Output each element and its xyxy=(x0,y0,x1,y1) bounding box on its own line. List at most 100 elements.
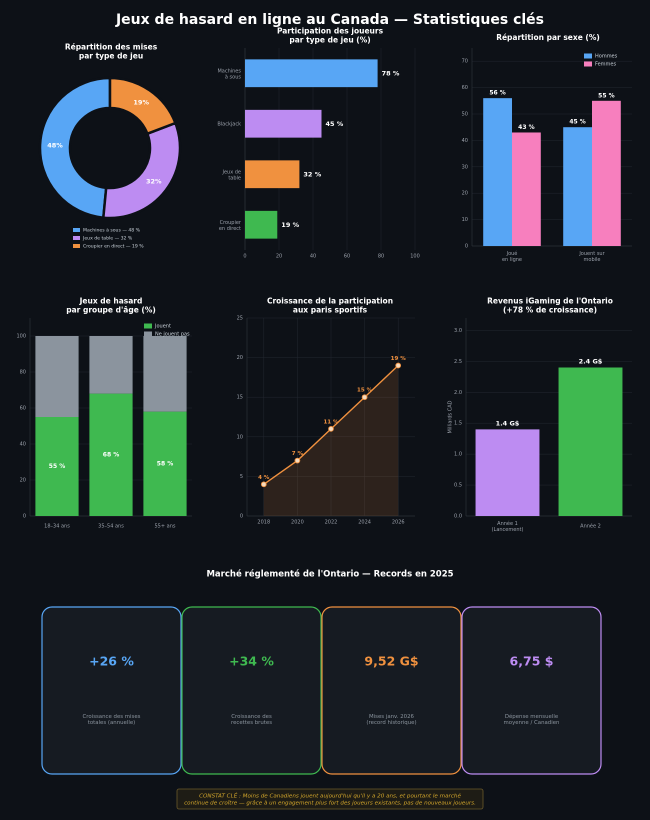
value-label: 1.4 G$ xyxy=(496,419,520,427)
kpi-card xyxy=(321,606,462,775)
y-tick-label: 25 xyxy=(237,316,243,322)
bar xyxy=(143,411,187,516)
chart-title: Participation des joueurs par type de jeu… xyxy=(277,27,384,45)
y-tick-label: 0.5 xyxy=(454,483,462,489)
kpi-label: Mises janv. 2026 (record historique) xyxy=(366,713,416,725)
value-label: 15 % xyxy=(357,388,373,394)
bar xyxy=(592,100,621,246)
legend-label: Hommes xyxy=(595,54,618,60)
legend-label: Jeux de table — 32 % xyxy=(82,236,133,242)
note-box xyxy=(176,788,484,810)
bar xyxy=(512,132,541,246)
value-label: 19% xyxy=(133,99,149,107)
bar xyxy=(245,160,300,189)
main-title: Jeux de hasard en ligne au Canada — Stat… xyxy=(115,12,544,28)
x-tick-label: Joué en ligne xyxy=(502,250,522,263)
kpi-card xyxy=(41,606,182,775)
chart-title: Revenus iGaming de l'Ontario (+78 % de cr… xyxy=(487,297,613,315)
y-tick-label: Croupier en direct xyxy=(219,219,242,231)
kpi-label: Croissance des recettes brutes xyxy=(231,713,272,725)
y-tick-label: Blackjack xyxy=(217,121,241,127)
value-label: 68 % xyxy=(103,451,119,458)
y-tick-label: 0.0 xyxy=(454,514,462,520)
kpi-value: +34 % xyxy=(229,654,274,669)
bar xyxy=(483,98,512,246)
point xyxy=(395,362,402,369)
pie-slice xyxy=(38,76,112,220)
value-label: 32 % xyxy=(303,170,321,178)
value-label: 4 % xyxy=(258,475,270,481)
value-label: 55 % xyxy=(49,463,65,470)
point xyxy=(361,394,368,401)
y-tick-label: 10 xyxy=(462,217,468,223)
area-fill xyxy=(263,365,399,516)
y-tick-label: 40 xyxy=(462,138,468,144)
bar xyxy=(245,109,322,138)
value-label: 11 % xyxy=(323,419,339,425)
legend-swatch xyxy=(73,244,80,248)
section-title: Marché réglementé de l'Ontario — Records… xyxy=(206,569,453,580)
bar xyxy=(35,336,79,417)
x-tick-label: Jouent sur mobile xyxy=(578,251,605,263)
y-tick-label: 60 xyxy=(462,85,468,91)
legend-label: Ne jouent pas xyxy=(155,332,190,338)
bar xyxy=(558,367,623,516)
value-label: 19 % xyxy=(391,356,407,362)
kpi-card xyxy=(181,606,322,775)
y-tick-label: 3.0 xyxy=(454,328,462,334)
x-tick-label: Année 1 (Lancement) xyxy=(492,520,524,533)
y-tick-label: 1.0 xyxy=(454,452,462,458)
y-tick-label: Machines à sous xyxy=(217,68,241,80)
point xyxy=(260,481,267,488)
y-tick-label: 20 xyxy=(462,191,468,197)
legend-label: Machines à sous — 48 % xyxy=(83,227,141,234)
x-tick-label: 20 xyxy=(276,254,282,260)
x-tick-label: 2026 xyxy=(392,520,405,526)
bar xyxy=(563,127,592,246)
value-label: 2.4 G$ xyxy=(579,358,603,366)
chart-title: Répartition des mises par type de jeu xyxy=(65,43,158,61)
y-tick-label: 100 xyxy=(16,334,26,340)
value-label: 48% xyxy=(47,141,63,149)
chart-title: Jeux de hasard par groupe d'âge (%) xyxy=(66,297,156,315)
legend-swatch xyxy=(584,53,592,59)
value-label: 58 % xyxy=(157,460,173,467)
kpi-card xyxy=(461,606,602,775)
value-label: 19 % xyxy=(281,221,299,229)
y-axis-label: Milliards CAD xyxy=(448,400,454,433)
x-tick-label: 40 xyxy=(310,254,316,260)
kpi-value: 6,75 $ xyxy=(510,654,554,669)
y-tick-label: 0 xyxy=(240,514,243,520)
y-tick-label: 60 xyxy=(20,406,26,412)
y-tick-label: 20 xyxy=(237,355,243,361)
x-tick-label: 2020 xyxy=(291,520,304,526)
pie-slice xyxy=(108,76,178,136)
legend-label: Femmes xyxy=(595,62,616,68)
pie-slice xyxy=(101,121,182,220)
legend-swatch xyxy=(73,228,80,232)
bar xyxy=(35,417,79,516)
y-tick-label: 40 xyxy=(20,442,26,448)
bar xyxy=(89,336,133,394)
bar xyxy=(245,210,278,239)
x-tick-label: 2022 xyxy=(325,520,338,526)
y-tick-label: 2.5 xyxy=(454,359,462,365)
legend-label: Jouent xyxy=(154,324,171,330)
y-tick-label: 80 xyxy=(20,370,26,376)
y-tick-label: 0 xyxy=(23,514,26,520)
y-tick-label: 2.0 xyxy=(454,390,462,396)
x-tick-label: 2018 xyxy=(257,520,270,526)
x-tick-label: 0 xyxy=(243,254,246,260)
value-label: 45 % xyxy=(326,120,344,128)
kpi-value: 9,52 G$ xyxy=(364,654,418,669)
value-label: 56 % xyxy=(489,90,505,97)
y-tick-label: 30 xyxy=(462,164,468,170)
value-label: 43 % xyxy=(518,124,534,131)
y-tick-label: 70 xyxy=(462,59,468,65)
x-tick-label: 80 xyxy=(378,254,384,260)
value-label: 45 % xyxy=(569,119,585,126)
kpi-label: Dépense mensuelle moyenne / Canadien xyxy=(504,712,560,725)
y-tick-label: 1.5 xyxy=(454,421,462,427)
